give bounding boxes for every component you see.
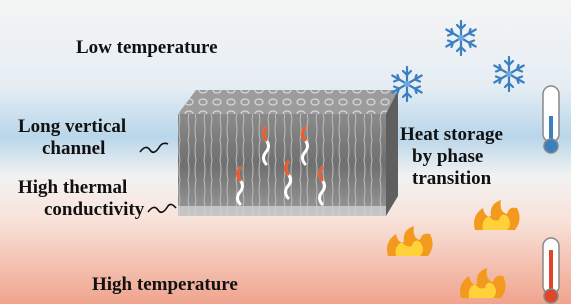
bottom-label: High temperature [92, 274, 238, 295]
label-line: Long vertical [18, 116, 126, 137]
label-line: by phase [412, 146, 483, 167]
label-line: High thermal [18, 177, 127, 198]
label-line: transition [412, 168, 492, 189]
thermometer-cold [543, 86, 559, 153]
top-label: Low temperature [76, 37, 218, 58]
label-line: conductivity [44, 199, 145, 220]
thermometer-hot [543, 238, 559, 303]
diagram: Low temperature Long vertical channel Hi… [0, 0, 571, 304]
label-line: channel [42, 138, 105, 159]
label-line: Heat storage [400, 124, 503, 145]
